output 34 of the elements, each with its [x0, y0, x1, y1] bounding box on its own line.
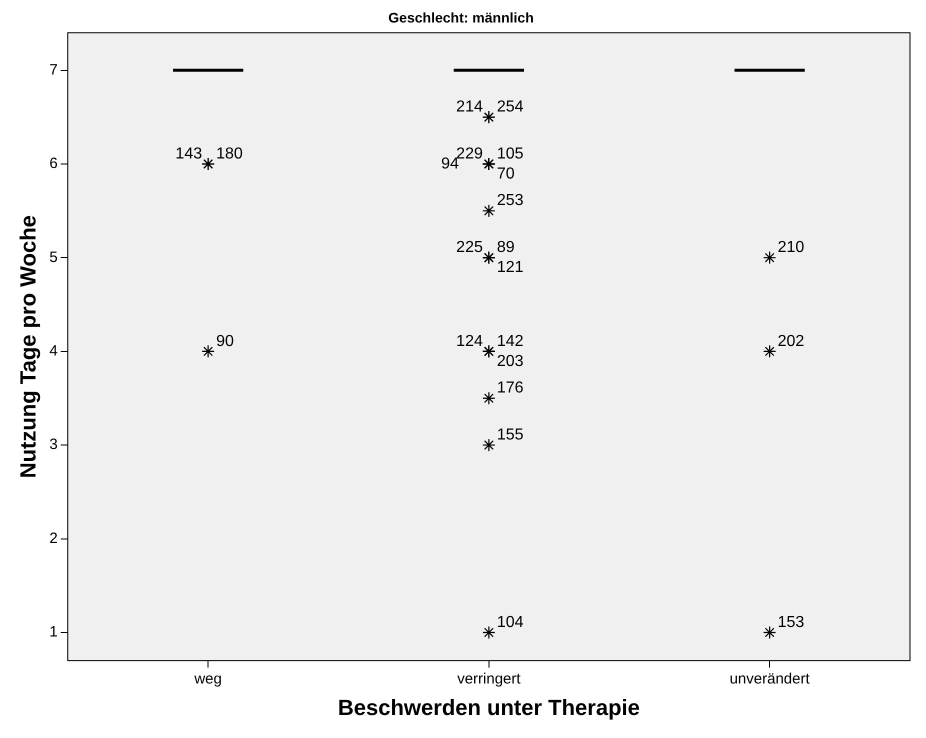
- annotation: 225: [456, 239, 483, 256]
- annotation: 89: [496, 239, 515, 256]
- y-axis-title: Nutzung Tage pro Woche: [15, 215, 40, 478]
- y-tick-label: 3: [49, 436, 58, 454]
- annotation: 210: [778, 239, 804, 256]
- chart-title: Geschlecht: männlich: [388, 9, 534, 26]
- annotation: 104: [496, 614, 524, 631]
- y-tick-label: 2: [49, 530, 58, 547]
- annotation: 176: [496, 380, 524, 397]
- x-tick-label: unverändert: [730, 670, 810, 688]
- annotation: 105: [496, 145, 524, 162]
- annotation: 253: [496, 192, 524, 210]
- annotation: 229: [456, 145, 483, 162]
- annotation: 155: [496, 426, 524, 444]
- y-tick-label: 7: [49, 61, 58, 78]
- annotation: 180: [216, 145, 243, 162]
- x-axis-title: Beschwerden unter Therapie: [338, 694, 640, 720]
- annotation: 214: [456, 98, 483, 116]
- annotation: 254: [496, 98, 524, 116]
- y-tick-label: 6: [49, 155, 58, 172]
- y-tick-label: 1: [49, 624, 58, 641]
- annotation: 70: [496, 165, 515, 182]
- annotation: 142: [496, 332, 524, 350]
- annotation: 202: [778, 332, 804, 350]
- annotation: 153: [778, 614, 804, 631]
- annotation: 121: [496, 259, 524, 276]
- annotation: 90: [216, 332, 234, 350]
- x-tick-label: verringert: [457, 670, 522, 688]
- annotation: 203: [496, 352, 524, 370]
- y-tick-label: 4: [49, 342, 58, 360]
- annotation: 143: [175, 145, 202, 162]
- annotation: 124: [456, 332, 483, 350]
- x-tick-label: weg: [193, 670, 222, 688]
- y-tick-label: 5: [49, 248, 58, 266]
